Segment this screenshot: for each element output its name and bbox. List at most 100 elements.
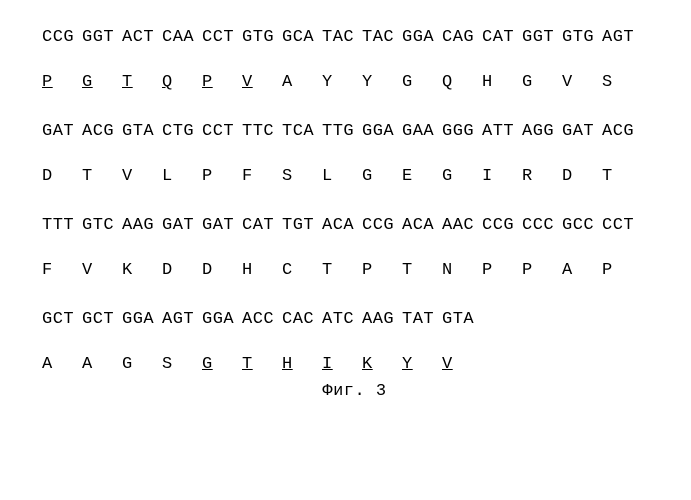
codon: CAA xyxy=(162,28,202,47)
aa: E xyxy=(402,167,442,186)
aa: L xyxy=(162,167,202,186)
aa: P xyxy=(522,261,562,280)
dna-row: GCT GCT GGA AGT GGA ACC CAC ATC AAG TAT … xyxy=(42,310,667,329)
aa: A xyxy=(82,355,122,374)
aa: Y xyxy=(402,355,442,374)
aa: G xyxy=(362,167,402,186)
codon: GGA xyxy=(202,310,242,329)
aa: S xyxy=(162,355,202,374)
codon: ACA xyxy=(402,216,442,235)
codon: ATC xyxy=(322,310,362,329)
codon: GGA xyxy=(122,310,162,329)
codon: CCT xyxy=(202,122,242,141)
aa: Y xyxy=(322,73,362,92)
codon: GTA xyxy=(122,122,162,141)
codon: GCA xyxy=(282,28,322,47)
codon: AGT xyxy=(162,310,202,329)
codon: GGT xyxy=(82,28,122,47)
codon: CCT xyxy=(602,216,642,235)
codon: AAC xyxy=(442,216,482,235)
codon: TTG xyxy=(322,122,362,141)
codon: ACG xyxy=(82,122,122,141)
codon: TCA xyxy=(282,122,322,141)
aa: D xyxy=(562,167,602,186)
codon: CCT xyxy=(202,28,242,47)
dna-row: GAT ACG GTA CTG CCT TTC TCA TTG GGA GAA … xyxy=(42,122,667,141)
aa: F xyxy=(242,167,282,186)
codon: TTC xyxy=(242,122,282,141)
codon: GAA xyxy=(402,122,442,141)
aa: V xyxy=(242,73,282,92)
aa: P xyxy=(42,73,82,92)
aa: I xyxy=(482,167,522,186)
aa: T xyxy=(242,355,282,374)
aa: T xyxy=(82,167,122,186)
codon: ACC xyxy=(242,310,282,329)
aa: P xyxy=(482,261,522,280)
codon: CAT xyxy=(242,216,282,235)
aa: V xyxy=(82,261,122,280)
codon: ACA xyxy=(322,216,362,235)
dna-row: CCG GGT ACT CAA CCT GTG GCA TAC TAC GGA … xyxy=(42,28,667,47)
codon: GAT xyxy=(562,122,602,141)
aa: A xyxy=(562,261,602,280)
aa-row: A A G S G T H I K Y V xyxy=(42,355,667,374)
codon: AAG xyxy=(362,310,402,329)
codon: CCG xyxy=(42,28,82,47)
aa: I xyxy=(322,355,362,374)
aa: P xyxy=(202,73,242,92)
dna-row: TTT GTC AAG GAT GAT CAT TGT ACA CCG ACA … xyxy=(42,216,667,235)
codon: GAT xyxy=(162,216,202,235)
sequence-figure: CCG GGT ACT CAA CCT GTG GCA TAC TAC GGA … xyxy=(0,0,691,401)
codon: GGT xyxy=(522,28,562,47)
aa: G xyxy=(122,355,162,374)
aa: F xyxy=(42,261,82,280)
aa: T xyxy=(122,73,162,92)
aa: P xyxy=(362,261,402,280)
aa: H xyxy=(242,261,282,280)
aa: P xyxy=(602,261,642,280)
aa: T xyxy=(402,261,442,280)
codon: GAT xyxy=(202,216,242,235)
codon: CTG xyxy=(162,122,202,141)
aa: V xyxy=(442,355,482,374)
aa: A xyxy=(42,355,82,374)
codon: CAT xyxy=(482,28,522,47)
aa: G xyxy=(82,73,122,92)
codon: CAC xyxy=(282,310,322,329)
codon: TAC xyxy=(362,28,402,47)
aa: V xyxy=(122,167,162,186)
aa: G xyxy=(202,355,242,374)
codon: AGG xyxy=(522,122,562,141)
aa: N xyxy=(442,261,482,280)
codon: AAG xyxy=(122,216,162,235)
aa: K xyxy=(362,355,402,374)
aa: Q xyxy=(162,73,202,92)
aa: D xyxy=(202,261,242,280)
aa-row: F V K D D H C T P T N P P A P xyxy=(42,261,667,280)
codon: ACT xyxy=(122,28,162,47)
aa: G xyxy=(442,167,482,186)
aa: V xyxy=(562,73,602,92)
codon: GCT xyxy=(82,310,122,329)
codon: GCC xyxy=(562,216,602,235)
aa-row: P G T Q P V A Y Y G Q H G V S xyxy=(42,73,667,92)
aa: R xyxy=(522,167,562,186)
figure-caption: Фиг. 3 xyxy=(42,382,667,401)
codon: GTG xyxy=(242,28,282,47)
codon: CCC xyxy=(522,216,562,235)
codon: GGA xyxy=(402,28,442,47)
aa: C xyxy=(282,261,322,280)
aa-row: D T V L P F S L G E G I R D T xyxy=(42,167,667,186)
codon: TAC xyxy=(322,28,362,47)
codon: CCG xyxy=(482,216,522,235)
aa: L xyxy=(322,167,362,186)
aa: P xyxy=(202,167,242,186)
codon: CCG xyxy=(362,216,402,235)
aa: Y xyxy=(362,73,402,92)
codon: AGT xyxy=(602,28,642,47)
aa: G xyxy=(522,73,562,92)
codon: GTC xyxy=(82,216,122,235)
aa: A xyxy=(282,73,322,92)
codon: GTG xyxy=(562,28,602,47)
